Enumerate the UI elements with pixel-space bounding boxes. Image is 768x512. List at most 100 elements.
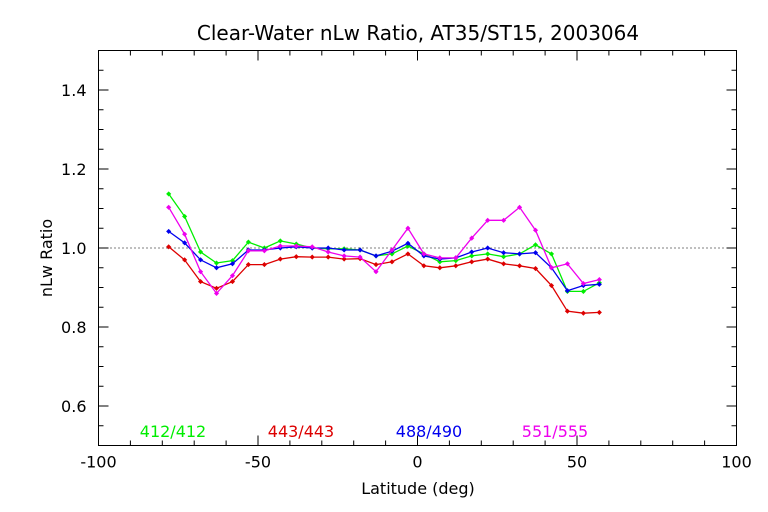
data-point [469, 259, 475, 265]
x-tick-label: -100 [80, 453, 116, 472]
data-point [437, 255, 443, 261]
y-tick-label: 0.8 [61, 318, 86, 337]
data-point [166, 191, 172, 197]
series-443-443 [166, 244, 602, 316]
data-point [389, 247, 395, 253]
data-point [485, 251, 491, 257]
data-point [245, 239, 251, 245]
data-point [245, 262, 251, 268]
data-point [564, 261, 570, 267]
data-point [373, 253, 379, 259]
data-point [182, 213, 188, 219]
y-tick-label: 1.2 [61, 160, 86, 179]
data-point [389, 259, 395, 265]
data-point [198, 249, 204, 255]
ticks-layer: -100 -50 0 50 100 0.6 0.8 1.0 1.2 1.4 [61, 50, 752, 472]
data-point [405, 240, 411, 246]
legend-entry: 488/490 [396, 422, 462, 441]
data-point [182, 240, 188, 246]
data-point [373, 269, 379, 275]
series-line [168, 246, 600, 314]
data-point [182, 231, 188, 237]
data-point [229, 279, 236, 285]
data-point [501, 254, 507, 260]
data-point [596, 281, 602, 287]
data-point [405, 251, 411, 257]
data-point [532, 227, 539, 233]
data-point [357, 254, 363, 260]
data-point [421, 251, 427, 257]
legend-entry: 443/443 [268, 422, 334, 441]
data-point [532, 250, 539, 256]
data-point [213, 290, 220, 296]
data-point [166, 228, 172, 234]
data-point [596, 277, 602, 283]
data-point [213, 285, 220, 291]
data-point [166, 244, 172, 250]
data-point [198, 279, 204, 285]
data-point [580, 280, 586, 287]
data-point [277, 243, 283, 249]
data-point [580, 310, 586, 316]
data-point [453, 255, 459, 261]
data-point [341, 253, 347, 259]
data-point [501, 261, 507, 267]
chart-title: Clear-Water nLw Ratio, AT35/ST15, 200306… [197, 21, 639, 45]
data-point [293, 254, 299, 260]
data-point [485, 245, 491, 251]
data-point [501, 217, 507, 223]
x-tick-label: 100 [721, 453, 752, 472]
data-point [293, 243, 299, 249]
data-point [564, 308, 570, 314]
series-line [168, 230, 600, 292]
data-point [469, 235, 475, 241]
data-point [485, 217, 491, 223]
data-point [277, 238, 283, 244]
data-point [325, 254, 331, 260]
series-layer [166, 191, 602, 316]
data-point [453, 263, 459, 269]
data-point [437, 265, 443, 271]
data-point [532, 265, 539, 272]
data-point [517, 204, 523, 210]
data-point [325, 245, 331, 251]
data-point [596, 309, 602, 315]
data-point [421, 263, 427, 269]
series-551-555 [166, 204, 602, 296]
data-point [309, 244, 315, 250]
y-tick-label: 0.6 [61, 397, 86, 416]
data-point [341, 247, 347, 253]
data-point [166, 204, 172, 210]
data-point [532, 242, 539, 248]
x-tick-label: 0 [412, 453, 422, 472]
data-point [469, 249, 475, 255]
x-tick-label: 50 [567, 453, 587, 472]
data-point [182, 257, 188, 263]
data-point [309, 254, 315, 260]
data-point [261, 262, 267, 268]
data-point [325, 249, 331, 255]
data-point [261, 248, 267, 254]
data-point [580, 288, 586, 295]
x-tick-label: -50 [245, 453, 271, 472]
series-line [168, 193, 600, 293]
data-point [213, 265, 220, 271]
x-axis-label: Latitude (deg) [361, 479, 475, 498]
plot-frame [98, 50, 737, 446]
data-point [485, 256, 491, 262]
data-point [213, 260, 220, 266]
data-point [229, 273, 236, 279]
data-point [245, 248, 251, 254]
data-point [198, 257, 204, 263]
legend-entry: 412/412 [140, 422, 206, 441]
y-tick-label: 1.0 [61, 239, 86, 258]
data-point [229, 261, 236, 267]
data-point [198, 269, 204, 275]
series-412-412 [166, 191, 602, 295]
data-point [564, 288, 570, 294]
data-point [469, 253, 475, 259]
legend: 412/412 443/443 488/490 551/555 [140, 422, 588, 441]
data-point [548, 251, 555, 257]
y-axis-label: nLw Ratio [37, 219, 56, 297]
